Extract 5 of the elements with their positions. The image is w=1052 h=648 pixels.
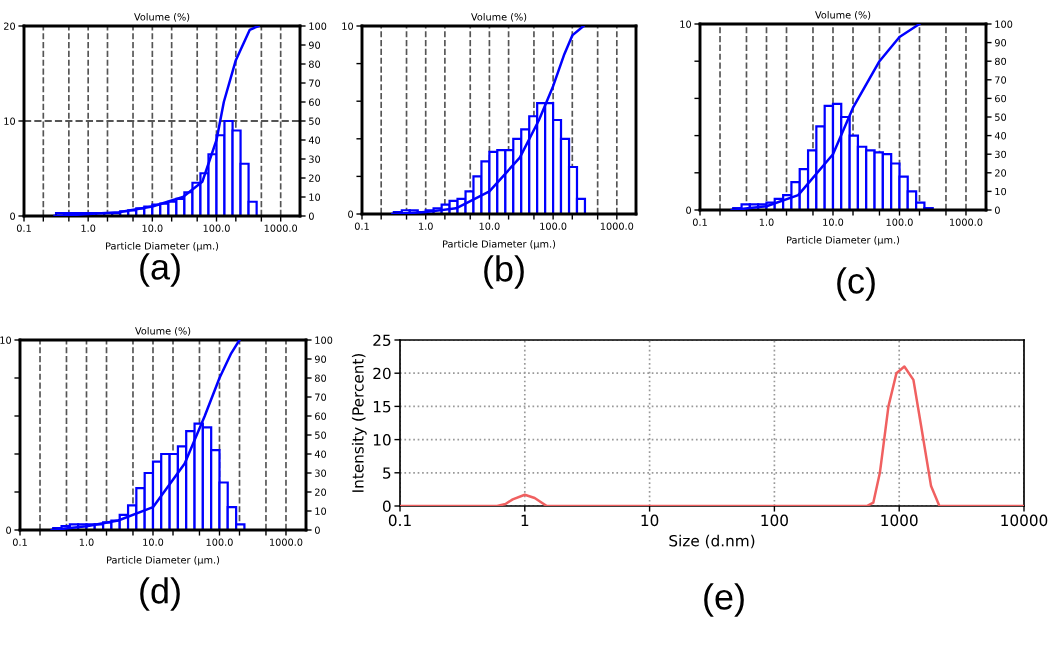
text: (a): [140, 253, 180, 287]
text: (e): [704, 583, 744, 617]
text: (b): [484, 255, 524, 289]
text: (d): [140, 577, 180, 611]
text: (c): [837, 267, 875, 301]
